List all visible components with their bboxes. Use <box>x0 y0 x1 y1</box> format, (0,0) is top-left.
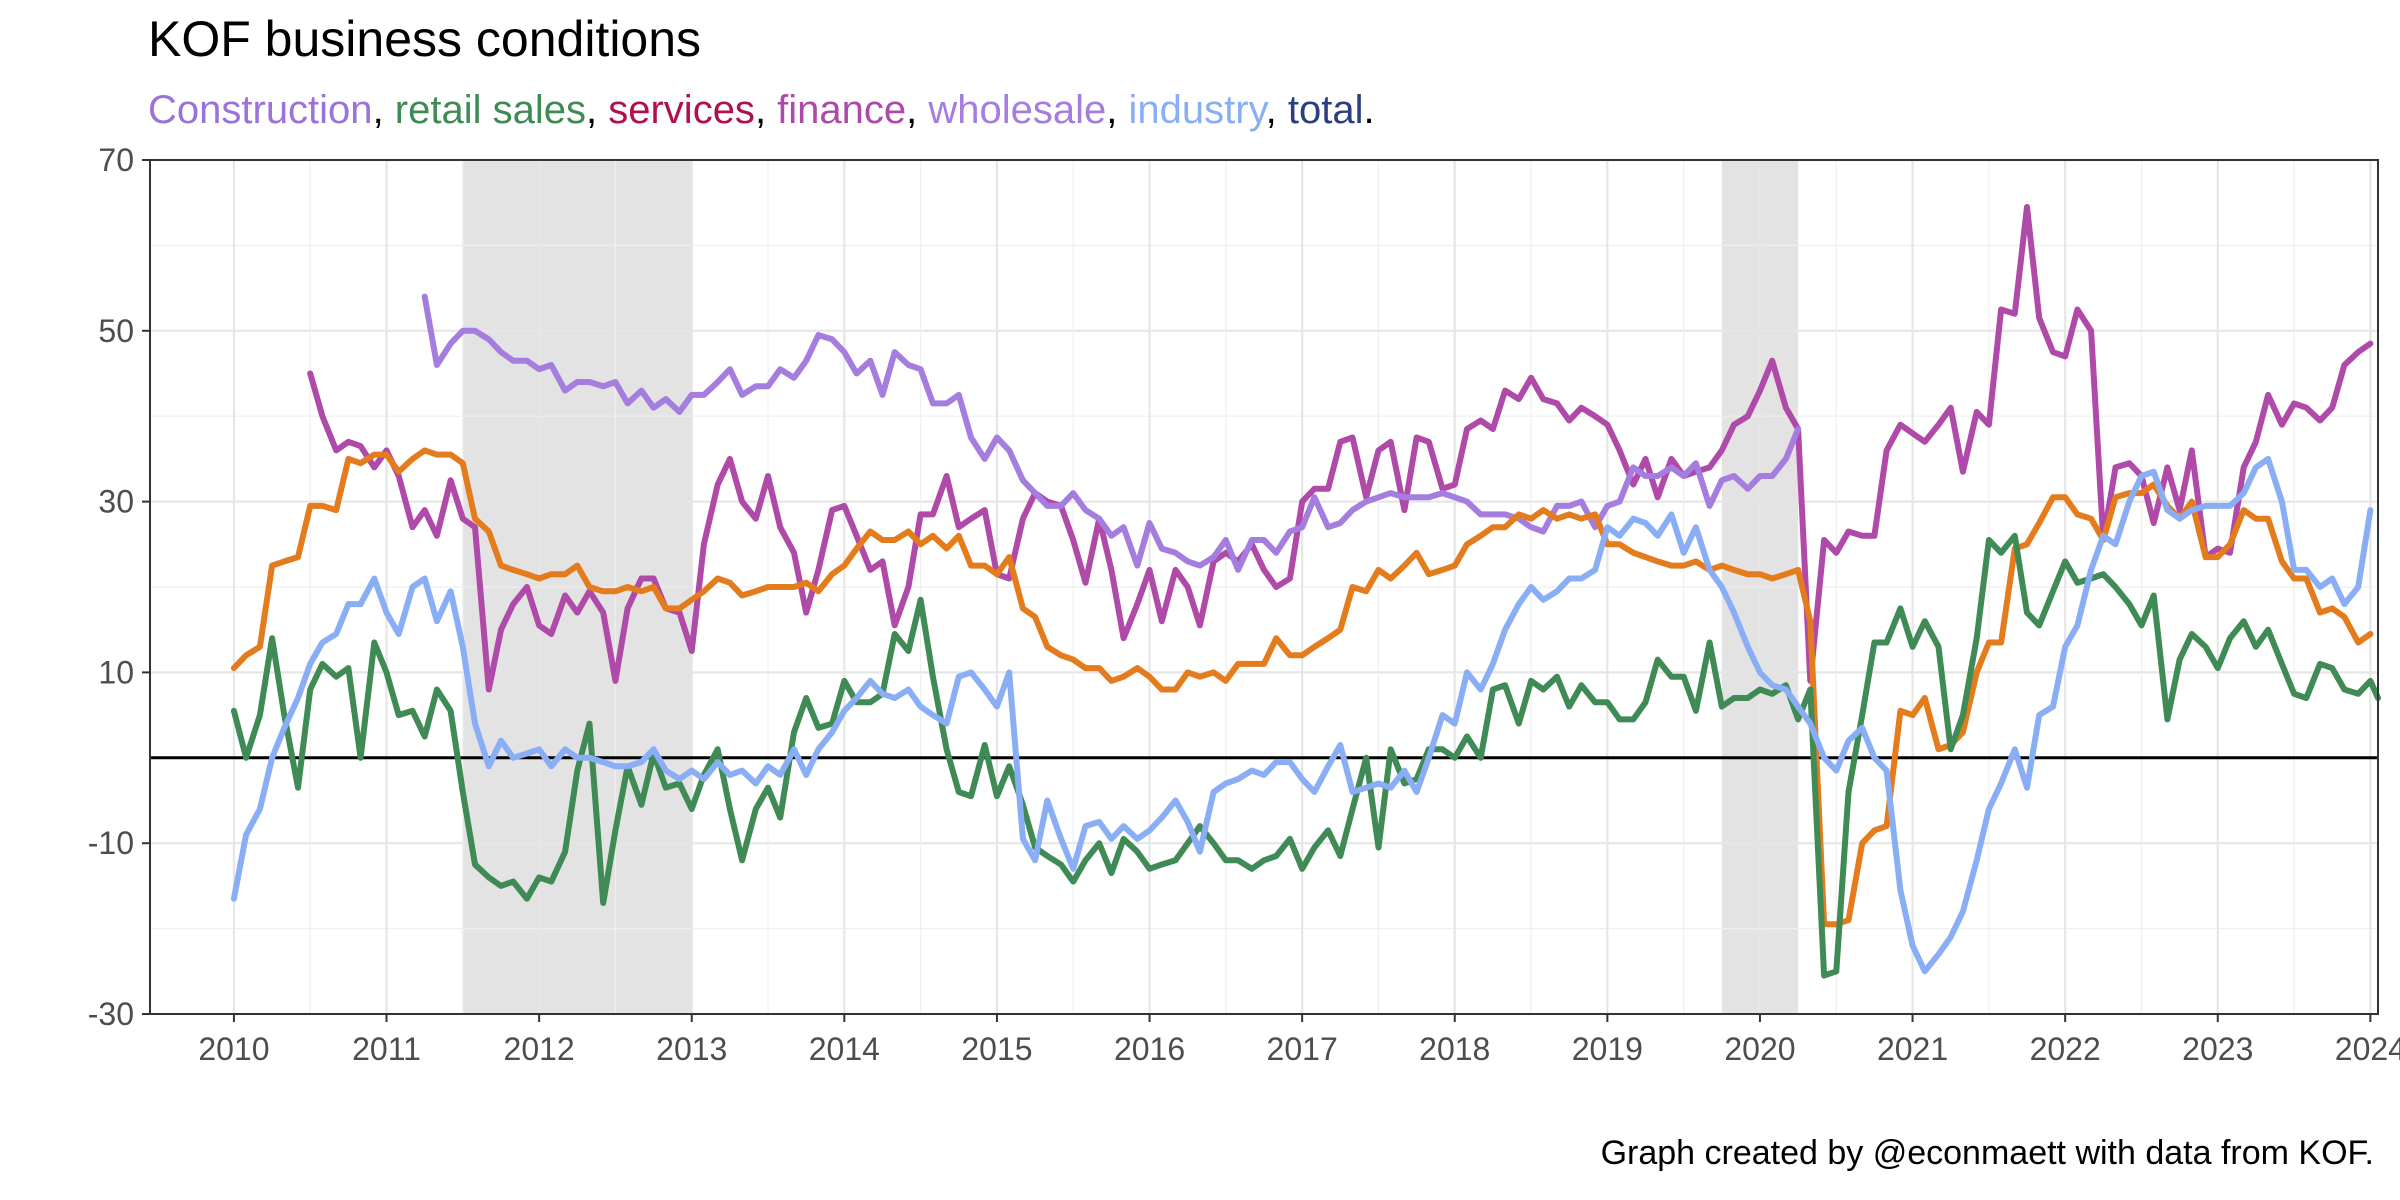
series-line <box>230 455 2374 975</box>
subtitle-part: , <box>906 88 929 132</box>
x-tick-label: 2012 <box>504 1031 575 1067</box>
subtitle-part: industry <box>1128 88 1266 132</box>
subtitle-part: . <box>1363 88 1375 132</box>
x-tick-label: 2019 <box>1572 1031 1643 1067</box>
x-tick-label: 2010 <box>198 1031 269 1067</box>
x-tick-label: 2022 <box>2030 1031 2101 1067</box>
x-tick-label: 2021 <box>1877 1031 1948 1067</box>
y-tick-label: 10 <box>98 654 134 690</box>
panel-border <box>149 159 2379 1015</box>
chart-subtitle: Construction, retail sales, services, fi… <box>148 88 1375 133</box>
y-tick-label: -30 <box>88 996 134 1032</box>
x-tick-label: 2023 <box>2182 1031 2253 1067</box>
series-line <box>421 293 1802 573</box>
subtitle-part: Construction <box>148 88 373 132</box>
subtitle-part: , <box>1106 88 1129 132</box>
chart-caption: Graph created by @econmaett with data fr… <box>1600 1134 2374 1172</box>
subtitle-part: wholesale <box>928 88 1107 132</box>
x-tick-label: 2018 <box>1419 1031 1490 1067</box>
subtitle-part: finance <box>777 88 907 132</box>
subtitle-part: , <box>754 88 778 132</box>
x-tick-label: 2013 <box>656 1031 727 1067</box>
series-line <box>230 532 2381 979</box>
subtitle-part: services <box>608 88 755 132</box>
subtitle-part: , <box>372 88 395 132</box>
y-tick-label: 50 <box>98 313 134 349</box>
x-tick-label: 2011 <box>352 1031 421 1067</box>
x-tick-label: 2020 <box>1724 1031 1795 1067</box>
subtitle-part: total <box>1287 88 1364 132</box>
x-tick-label: 2024 <box>2335 1031 2400 1067</box>
y-tick-label: 70 <box>98 142 134 178</box>
y-tick-label: -10 <box>88 825 134 861</box>
y-tick-label: 30 <box>98 484 134 520</box>
subtitle-part: retail sales <box>394 88 586 132</box>
x-tick-label: 2014 <box>809 1031 880 1067</box>
chart-title: KOF business conditions <box>148 11 702 67</box>
x-tick-label: 2015 <box>961 1031 1032 1067</box>
subtitle-part: , <box>1265 88 1288 132</box>
series-line <box>307 204 2374 693</box>
x-tick-label: 2016 <box>1114 1031 1185 1067</box>
subtitle-part: , <box>586 88 609 132</box>
x-tick-label: 2017 <box>1267 1031 1338 1067</box>
